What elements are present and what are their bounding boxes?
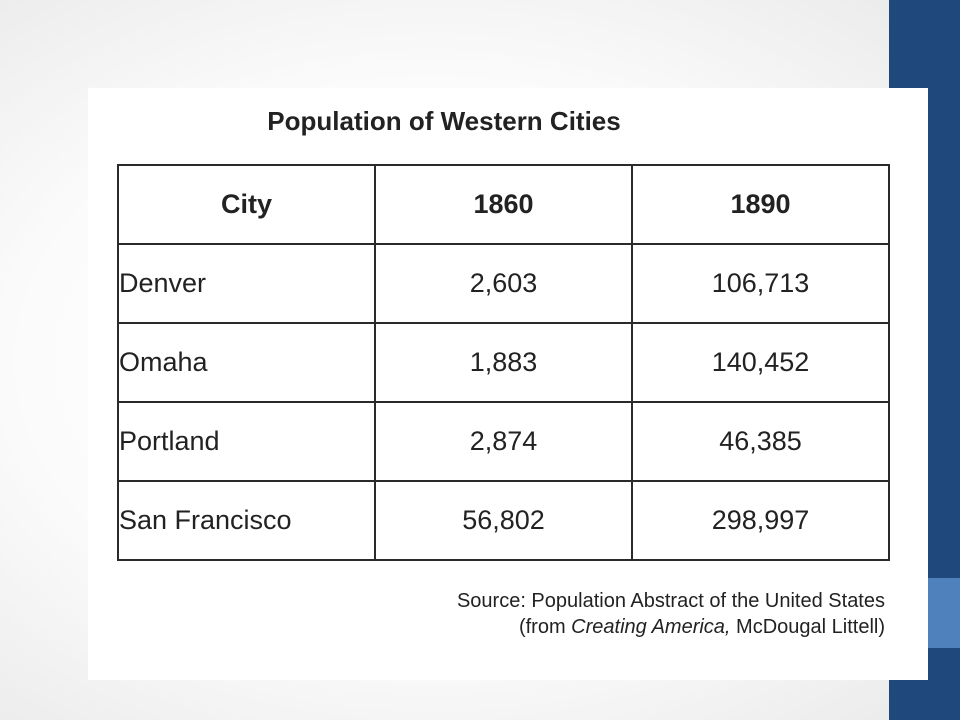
column-header-city: City [117,164,376,245]
value-1860-cell: 2,874 [374,401,633,482]
value-1860-cell: 2,603 [374,243,633,324]
value-1890-cell: 140,452 [631,322,890,403]
source-line-2: (from Creating America, McDougal Littell… [300,614,885,640]
value-1890-cell: 46,385 [631,401,890,482]
city-cell: Omaha [117,322,376,403]
source-suffix: McDougal Littell) [730,616,885,638]
source-book-title: Creating America, [571,616,731,638]
column-header-1890: 1890 [631,164,890,245]
city-cell: Denver [117,243,376,324]
header-row: City 1860 1890 [117,164,890,245]
source-line-1: Source: Population Abstract of the Unite… [456,590,885,612]
city-cell: Portland [117,401,376,482]
source-prefix: (from [518,616,572,638]
slide-side-accent [928,578,960,648]
value-1860-cell: 1,883 [374,322,633,403]
table-row: San Francisco 56,802 298,997 [117,480,890,561]
value-1860-cell: 56,802 [374,480,633,561]
population-table: City 1860 1890 Denver 2,603 106,713 Omah… [117,164,890,561]
table-row: Portland 2,874 46,385 [117,401,890,482]
value-1890-cell: 298,997 [631,480,890,561]
table-row: Denver 2,603 106,713 [117,243,890,324]
source-note: Source: Population Abstract of the Unite… [300,588,885,640]
value-1890-cell: 106,713 [631,243,890,324]
city-cell: San Francisco [117,480,376,561]
table-row: Omaha 1,883 140,452 [117,322,890,403]
column-header-1860: 1860 [374,164,633,245]
table-title: Population of Western Cities [267,106,621,136]
